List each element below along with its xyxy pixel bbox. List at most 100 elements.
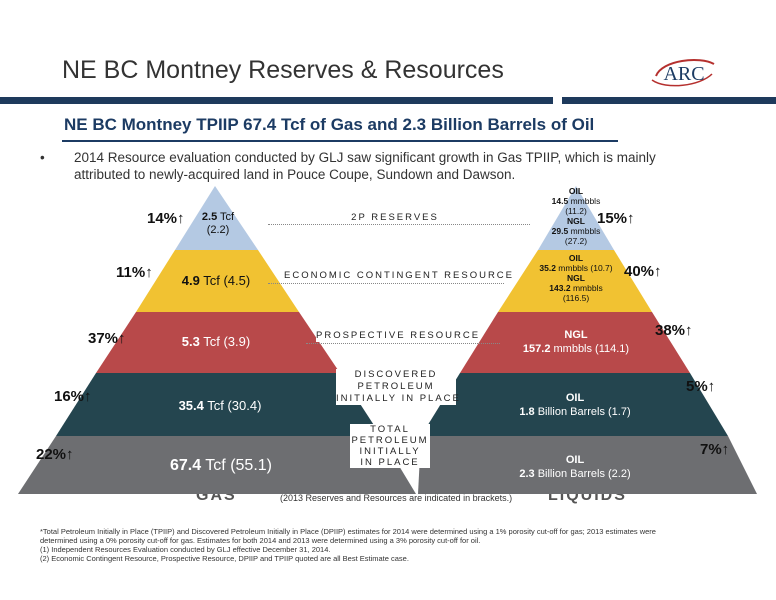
footnote-4: (2) Economic Contingent Resource, Prospe… — [40, 554, 409, 563]
gas-tier-1-change: 14%↑ — [147, 210, 185, 227]
liquids-tier-5-change: 7%↑ — [700, 441, 730, 458]
gas-base-label: GAS — [196, 494, 237, 504]
category-dpiip: DISCOVERED PETROLEUM INITIALLY IN PLACE — [336, 369, 461, 405]
liquids-tier-5-text: OIL 2.3 Billion Barrels (2.2) — [500, 453, 650, 481]
header-rule-left — [0, 97, 553, 104]
tpiip-line-4: IN PLACE — [360, 457, 420, 468]
gas-tier-3-unit: Tcf (3.9) — [199, 334, 251, 349]
page-title: NE BC Montney Reserves & Resources — [62, 56, 504, 84]
liquids-tier-2-oil-value: 35.2 — [539, 263, 556, 273]
liquids-tier-2-text: OIL 35.2 mmbbls (10.7) NGL 143.2 mmbbls … — [526, 253, 626, 303]
gas-tier-4-change: 16%↑ — [54, 388, 92, 405]
tpiip-line-2: PETROLEUM — [351, 435, 429, 446]
category-prospective: PROSPECTIVE RESOURCE — [316, 330, 481, 342]
gas-tier-1-prior: (2.2) — [206, 224, 230, 236]
liquids-tier-4-text: OIL 1.8 Billion Barrels (1.7) — [500, 391, 650, 419]
gas-tier-3-shape — [96, 312, 340, 373]
dpiip-line-1: DISCOVERED — [354, 369, 438, 380]
liquids-tier-4-unit: Billion Barrels (1.7) — [534, 406, 631, 418]
footnote-3: (1) Independent Resources Evaluation con… — [40, 545, 331, 554]
gas-tier-4-unit: Tcf (30.4) — [203, 398, 262, 413]
liquids-tier-1-text: OIL 14.5 mmbbls (11.2) NGL 29.5 mmbbls (… — [540, 186, 612, 246]
liquids-tier-4-shape — [421, 373, 728, 436]
gas-tier-3-text: 5.3 Tcf (3.9) — [156, 334, 276, 349]
liquids-tier-2-shape — [498, 250, 652, 312]
bracket-note: (2013 Reserves and Resources are indicat… — [280, 494, 513, 503]
liquids-tier-2-ngl-unit: mmbbls — [570, 283, 603, 293]
tpiip-line-3: INITIALLY — [359, 446, 421, 457]
subtitle-underline — [62, 140, 618, 142]
tpiip-line-1: TOTAL — [370, 424, 410, 435]
category-economic-contingent: ECONOMIC CONTINGENT RESOURCE — [284, 270, 515, 282]
svg-text:ARC: ARC — [663, 63, 704, 85]
liquids-tier-1-ngl-prior: (27.2) — [564, 236, 588, 246]
gas-tier-5-value: 67.4 — [170, 457, 202, 474]
category-2p-reserves: 2P RESERVES — [351, 212, 439, 223]
liquids-tier-5-unit: Billion Barrels (2.2) — [534, 468, 631, 480]
gas-tier-4-shape — [56, 373, 381, 436]
liquids-tier-3-text: NGL 157.2 mmbbls (114.1) — [510, 328, 642, 356]
bullet-point: • 2014 Resource evaluation conducted by … — [40, 149, 680, 183]
liquids-tier-2-change: 40%↑ — [624, 263, 662, 280]
slide-subtitle: NE BC Montney TPIIP 67.4 Tcf of Gas and … — [64, 115, 595, 134]
leader-2p — [268, 224, 530, 225]
leader-prospective — [306, 343, 500, 344]
liquids-tier-4-change: 5%↑ — [686, 378, 716, 395]
gas-tier-4-value: 35.4 — [178, 398, 204, 413]
arc-logo: ARC — [648, 50, 718, 95]
liquids-tier-1-oil-value: 14.5 — [551, 196, 569, 206]
liquids-tier-1-oil-prior: (11.2) — [565, 206, 587, 216]
bullet-marker: • — [40, 150, 45, 165]
liquids-tier-5-label: OIL — [565, 454, 585, 466]
gas-tier-2-shape — [136, 250, 299, 312]
liquids-tier-5-shape — [418, 436, 757, 494]
dpiip-line-2: PETROLEUM — [357, 381, 435, 392]
liquids-tier-5-value: 2.3 — [519, 468, 535, 480]
gas-tier-3-value: 5.3 — [181, 334, 200, 349]
gas-tier-4-text: 35.4 Tcf (30.4) — [150, 398, 290, 413]
category-tpiip: TOTAL PETROLEUM INITIALLY IN PLACE — [350, 424, 430, 468]
gas-tier-2-unit: Tcf (4.5) — [199, 273, 251, 288]
header-rule-right — [562, 97, 776, 104]
liquids-base-label: LIQUIDS — [548, 494, 627, 504]
footnote-1: *Total Petroleum Initially in Place (TPI… — [40, 527, 656, 536]
liquids-tier-1-oil-unit: mmbbls — [568, 196, 601, 206]
liquids-tier-3-unit: mmbbls (114.1) — [550, 343, 630, 355]
liquids-tier-2-ngl-prior: (116.5) — [562, 293, 590, 303]
liquids-tier-2-oil-label: OIL — [568, 253, 584, 263]
gas-tier-2-value: 4.9 — [181, 273, 200, 288]
gas-tier-2-change: 11%↑ — [116, 264, 153, 281]
liquids-tier-4-value: 1.8 — [519, 406, 535, 418]
liquids-tier-4-label: OIL — [565, 392, 585, 404]
gas-tier-1-shape — [175, 186, 258, 250]
footnotes: *Total Petroleum Initially in Place (TPI… — [40, 527, 740, 563]
gas-tier-1-text: 2.5 Tcf (2.2) — [188, 211, 248, 237]
gas-tier-2-text: 4.9 Tcf (4.5) — [156, 273, 276, 288]
gas-tier-5-unit: Tcf (55.1) — [201, 457, 272, 474]
gas-tier-1-unit: Tcf — [217, 211, 235, 223]
liquids-tier-2-ngl-label: NGL — [567, 273, 585, 283]
liquids-tier-2-ngl-value: 143.2 — [549, 283, 571, 293]
dpiip-line-3: INITIALLY IN PLACE — [336, 393, 461, 404]
liquids-tier-2-oil-unit: mmbbls (10.7) — [555, 263, 613, 273]
bullet-text: 2014 Resource evaluation conducted by GL… — [74, 150, 656, 182]
leader-ecr — [268, 283, 504, 284]
liquids-tier-1-ngl-value: 29.5 — [551, 226, 569, 236]
gas-tier-5-change: 22%↑ — [36, 446, 74, 463]
liquids-tier-3-shape — [460, 312, 690, 373]
liquids-tier-3-change: 38%↑ — [655, 322, 693, 339]
liquids-tier-1-change: 15%↑ — [597, 210, 635, 227]
liquids-tier-1-ngl-unit: mmbbls — [568, 226, 601, 236]
liquids-tier-1-ngl-label: NGL — [567, 216, 585, 226]
gas-tier-1-value: 2.5 — [201, 211, 218, 223]
gas-tier-5-shape — [18, 436, 416, 494]
gas-tier-3-change: 37%↑ — [88, 330, 126, 347]
base-label-strip: GAS LIQUIDS (2013 Reserves and Resources… — [0, 494, 776, 506]
footnote-2: determined using a 0% porosity cut-off f… — [40, 536, 481, 545]
liquids-tier-1-oil-label: OIL — [568, 186, 584, 196]
liquids-tier-3-value: 157.2 — [522, 343, 551, 355]
liquids-tier-1-shape — [538, 186, 614, 250]
liquids-tier-3-label: NGL — [564, 329, 588, 341]
gas-tier-5-text: 67.4 Tcf (55.1) — [146, 457, 296, 475]
